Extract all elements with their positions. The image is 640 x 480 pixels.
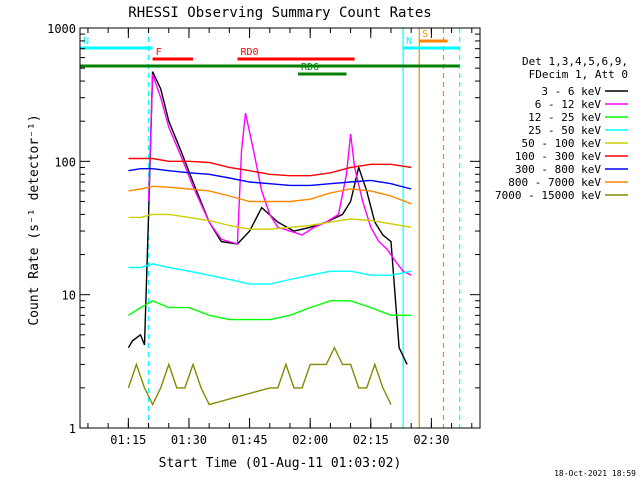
- legend-label-5: 100 - 300 keV: [515, 150, 601, 163]
- state-bar-label-5: RD6: [301, 62, 319, 73]
- y-axis-label: Count Rate (s⁻¹ detector⁻¹): [27, 114, 42, 325]
- legend-header-line-1: Det 1,3,4,5,6,9,: [522, 55, 628, 68]
- y-tick-label-0: 1: [69, 422, 76, 436]
- state-bar-label-3: RD0: [240, 47, 258, 58]
- axes: 1 10 100 1000 01:15 01:30 01:45 02:00 02:15 02:30: [47, 22, 480, 447]
- series-line-0: [127, 71, 408, 365]
- y-tick-label-2: 100: [54, 155, 76, 169]
- series-line-3: [128, 263, 412, 285]
- y-tick-label-1: 10: [62, 289, 76, 303]
- x-tick-label-2: 01:45: [231, 433, 267, 447]
- x-tick-label-4: 02:15: [353, 433, 389, 447]
- state-bar-label-6: S: [422, 29, 428, 40]
- x-tick-label-0: 01:15: [110, 433, 146, 447]
- x-tick-label-3: 02:00: [292, 433, 328, 447]
- legend-header-line-2: FDecim 1, Att 0: [529, 68, 628, 81]
- plot-area: N N F RD0 RD6 S: [80, 28, 461, 428]
- legend-label-6: 300 - 800 keV: [515, 163, 601, 176]
- series-line-7: [128, 185, 412, 205]
- legend-label-7: 800 - 7000 keV: [508, 176, 601, 189]
- legend-label-2: 12 - 25 keV: [528, 111, 601, 124]
- y-tick-label-3: 1000: [47, 22, 76, 36]
- series-line-1: [147, 73, 412, 276]
- state-bar-label-2: F: [156, 47, 162, 58]
- x-tick-label-1: 01:30: [171, 433, 207, 447]
- chart-title: RHESSI Observing Summary Count Rates: [128, 5, 431, 21]
- state-bar-label-0: N: [83, 36, 89, 47]
- legend-label-0: 3 - 6 keV: [541, 85, 601, 98]
- y-axis-label-text: Count Rate (s⁻¹ detector⁻¹): [27, 114, 42, 325]
- state-bar-label-1: N: [406, 36, 412, 47]
- series-line-4: [128, 213, 412, 230]
- legend-label-4: 50 - 100 keV: [522, 137, 602, 150]
- x-tick-label-5: 02:30: [413, 433, 449, 447]
- legend-label-3: 25 - 50 keV: [528, 124, 601, 137]
- series-line-8: [127, 346, 392, 407]
- legend-label-1: 6 - 12 keV: [535, 98, 602, 111]
- legend-label-8: 7000 - 15000 keV: [495, 189, 601, 202]
- plot-frame: [79, 27, 481, 429]
- series-line-6: [128, 167, 412, 190]
- x-axis-label: Start Time (01-Aug-11 01:03:02): [159, 456, 402, 471]
- series-line-2: [128, 300, 412, 321]
- series-line-5: [128, 157, 412, 177]
- footer-date: 18-Oct-2021 18:59: [554, 469, 636, 478]
